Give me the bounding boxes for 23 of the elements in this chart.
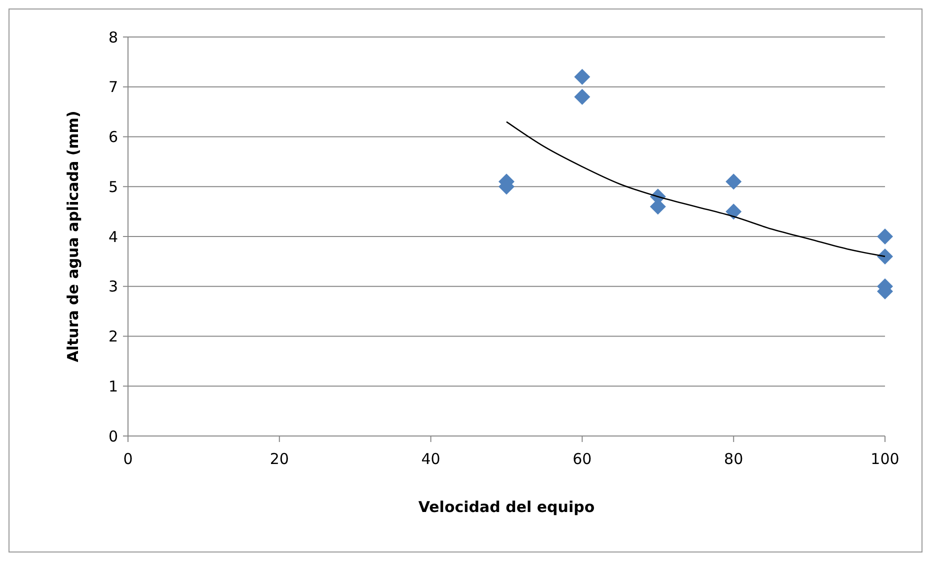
y-tick-label: 1 (108, 377, 118, 396)
y-tick-label: 3 (108, 278, 118, 296)
y-tick-label: 8 (108, 28, 118, 46)
point (574, 88, 590, 105)
x-tick-label: 40 (421, 450, 440, 468)
x-axis-title: Velocidad del equipo (418, 498, 595, 516)
point (726, 204, 742, 220)
x-tick-label: 20 (270, 450, 289, 468)
y-tick-label: 0 (108, 427, 118, 446)
y-tick-label: 4 (108, 228, 118, 246)
x-tick-label: 60 (572, 450, 592, 468)
x-tick-label: 0 (123, 450, 133, 468)
point (877, 248, 893, 264)
y-tick-label: 5 (108, 178, 118, 196)
y-tick-label: 2 (108, 328, 118, 346)
y-tick-label: 6 (108, 128, 118, 146)
point (877, 228, 893, 244)
x-tick-label: 80 (724, 450, 744, 468)
point (726, 174, 742, 190)
point (574, 68, 590, 85)
y-tick-label: 7 (108, 78, 118, 96)
x-tick-label: 100 (870, 450, 900, 468)
y-axis-title: Altura de agua aplicada (mm) (64, 110, 82, 362)
